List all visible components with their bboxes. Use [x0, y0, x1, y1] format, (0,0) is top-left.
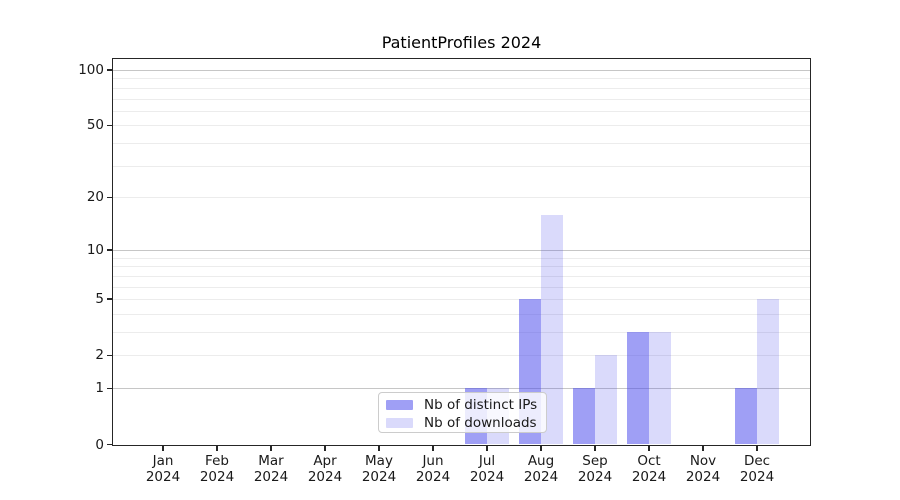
x-tick-label-year: 2024	[631, 469, 667, 485]
y-tick-label: 1	[95, 380, 104, 397]
gridline-minor	[113, 257, 810, 259]
bar-distinct-ips-sep	[573, 388, 595, 445]
x-tick-mark	[162, 445, 164, 451]
y-tick-label: 2	[95, 347, 104, 364]
x-tick-label-year: 2024	[199, 469, 235, 485]
legend: Nb of distinct IPs Nb of downloads	[378, 392, 547, 433]
x-tick-label-year: 2024	[307, 469, 343, 485]
x-tick-label-month: Aug	[527, 453, 555, 469]
chart-title: PatientProfiles 2024	[381, 33, 542, 52]
x-tick-label-month: Dec	[743, 453, 771, 469]
x-tick-mark	[324, 445, 326, 451]
gridline-minor	[113, 78, 810, 80]
y-tick-mark	[107, 354, 113, 356]
gridline-minor	[113, 110, 810, 112]
y-tick-label: 100	[78, 61, 104, 78]
bar-downloads-oct	[649, 331, 671, 445]
x-tick-label-year: 2024	[739, 469, 775, 485]
x-tick-label-year: 2024	[523, 469, 559, 485]
gridline-minor	[113, 98, 810, 100]
y-tick-label: 10	[86, 241, 104, 258]
bar-distinct-ips-dec	[735, 388, 757, 445]
legend-swatch-downloads	[386, 417, 413, 428]
y-tick-label: 50	[86, 117, 104, 134]
x-tick-mark	[594, 445, 596, 451]
x-tick-label-year: 2024	[415, 469, 451, 485]
gridline-minor	[113, 355, 810, 357]
y-tick-mark	[107, 443, 113, 446]
x-tick-mark	[216, 445, 218, 451]
y-tick-label: 0	[95, 436, 104, 453]
gridline-minor	[113, 87, 810, 89]
gridline-major	[113, 249, 810, 251]
x-tick-label-month: Feb	[205, 453, 229, 469]
bar-downloads-aug	[541, 214, 563, 445]
gridline-minor	[113, 197, 810, 199]
gridline-minor	[113, 331, 810, 333]
gridline-minor	[113, 286, 810, 288]
x-tick-mark	[432, 445, 434, 451]
gridline-minor	[113, 299, 810, 301]
x-tick-label-year: 2024	[253, 469, 289, 485]
gridline-minor	[113, 275, 810, 277]
x-tick-mark	[648, 445, 650, 451]
x-tick-mark	[702, 445, 704, 451]
x-tick-mark	[540, 445, 542, 451]
y-tick-mark	[107, 196, 113, 199]
legend-swatch-distinct-ips	[386, 399, 413, 410]
bar-distinct-ips-oct	[627, 331, 649, 445]
y-tick-label: 20	[86, 189, 104, 206]
y-tick-label: 5	[95, 291, 104, 308]
y-tick-mark	[107, 124, 113, 126]
bar-downloads-dec	[757, 299, 779, 445]
x-tick-label-year: 2024	[577, 469, 613, 485]
x-tick-label-month: Jan	[152, 453, 174, 469]
x-tick-label-month: Oct	[637, 453, 661, 469]
x-tick-mark	[486, 445, 488, 451]
legend-label-distinct-ips: Nb of distinct IPs	[424, 396, 538, 413]
x-tick-label-month: Jun	[422, 453, 444, 469]
gridline-major	[113, 388, 810, 390]
x-tick-label-year: 2024	[361, 469, 397, 485]
gridline-minor	[113, 313, 810, 315]
x-tick-mark	[270, 445, 272, 451]
legend-item-downloads: Nb of downloads	[386, 414, 544, 431]
legend-item-distinct-ips: Nb of distinct IPs	[386, 396, 544, 413]
y-tick-mark	[107, 69, 113, 71]
bar-downloads-sep	[595, 355, 617, 445]
x-tick-mark	[756, 445, 758, 451]
gridline-minor	[113, 266, 810, 268]
x-tick-label-month: May	[365, 453, 393, 469]
plot-area	[113, 59, 810, 445]
x-tick-label-month: Apr	[313, 453, 337, 469]
y-tick-mark	[107, 387, 113, 389]
x-tick-label-month: Mar	[258, 453, 284, 469]
x-tick-mark	[378, 445, 380, 451]
gridline-major	[113, 69, 810, 71]
gridline-minor	[113, 165, 810, 167]
x-tick-label-month: Nov	[689, 453, 717, 469]
x-tick-label-month: Sep	[582, 453, 608, 469]
x-tick-label-year: 2024	[469, 469, 505, 485]
y-tick-mark	[107, 298, 113, 300]
x-tick-label-year: 2024	[685, 469, 721, 485]
gridline-minor	[113, 125, 810, 127]
y-tick-mark	[107, 249, 113, 251]
x-tick-label-month: Jul	[478, 453, 496, 469]
x-tick-label-year: 2024	[145, 469, 181, 485]
gridline-minor	[113, 143, 810, 145]
legend-label-downloads: Nb of downloads	[424, 414, 537, 431]
